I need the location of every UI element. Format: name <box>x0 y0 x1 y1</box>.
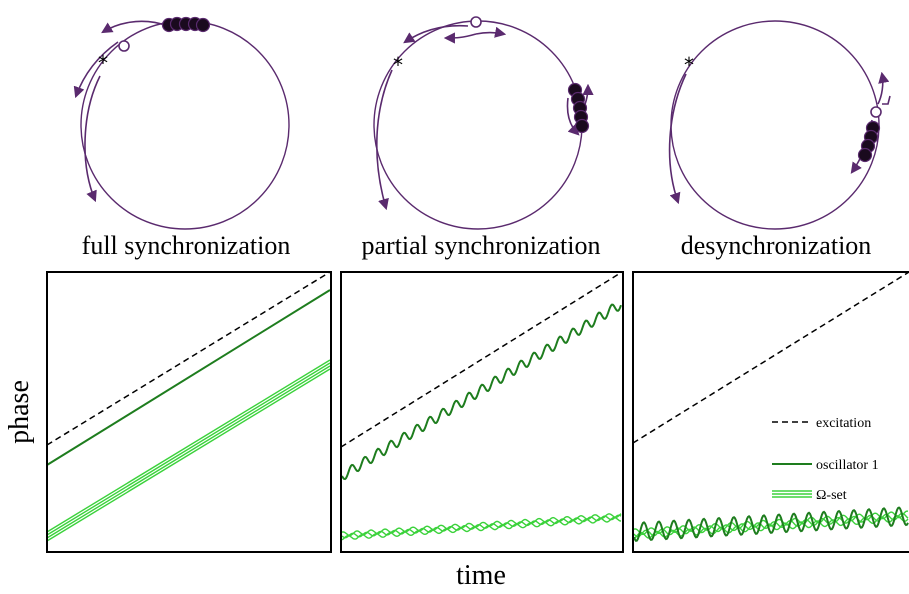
rotation-arrow <box>443 32 477 44</box>
plot-partial-sync <box>340 271 624 553</box>
x-axis-title: time <box>456 560 506 591</box>
phase-circle-partial-sync: * <box>373 16 594 230</box>
excitation-line <box>340 271 623 448</box>
legend-oscillator-label: oscillator 1 <box>816 458 879 473</box>
excitation-asterisk-icon: * <box>684 53 694 77</box>
plot-frame <box>340 271 624 553</box>
phase-ring <box>670 20 880 230</box>
ensemble-cluster <box>161 16 211 33</box>
rotation-arrow <box>376 69 393 211</box>
omega-set-line <box>46 362 331 536</box>
excitation-line <box>46 271 331 446</box>
omega-set-band <box>46 359 331 542</box>
rotation-arrow <box>475 26 507 38</box>
legend: excitation oscillator 1 Ω-set <box>772 416 879 503</box>
oscillator-1-line <box>341 303 622 481</box>
ensemble-cluster <box>857 120 881 163</box>
plot-desync: excitation oscillator 1 Ω-set <box>632 271 909 553</box>
legend-omega-label: Ω-set <box>816 488 847 503</box>
rotation-arrow <box>882 95 891 105</box>
plot-full-sync <box>46 271 332 553</box>
excitation-line <box>632 271 909 444</box>
ensemble-cluster <box>567 82 590 134</box>
omega-set-line <box>633 512 909 538</box>
omega-set-line <box>633 514 909 540</box>
phase-ring <box>373 20 583 230</box>
excitation-asterisk-icon: * <box>393 53 403 77</box>
rotation-arrow <box>101 20 169 34</box>
caption-full-sync: full synchronization <box>82 231 291 260</box>
rotation-arrow <box>403 24 469 44</box>
rotation-arrow <box>877 71 890 105</box>
rotation-arrow <box>668 73 687 205</box>
rotation-arrow <box>84 75 101 203</box>
omega-set-line <box>46 359 331 533</box>
rotation-arrow <box>73 41 119 99</box>
oscillator-1-marker <box>870 106 882 118</box>
oscillator-1-marker <box>118 40 130 52</box>
plot-frame <box>632 271 909 553</box>
caption-desync: desynchronization <box>681 231 872 260</box>
omega-set-line <box>341 513 622 537</box>
phase-circle-desync: * <box>668 20 891 230</box>
legend-excitation-label: excitation <box>816 416 871 431</box>
ensemble-oscillator <box>574 118 590 134</box>
phase-circle-full-sync: * <box>73 16 290 230</box>
omega-set-line <box>341 514 622 539</box>
omega-set-line <box>46 368 331 542</box>
omega-set-line <box>341 516 622 541</box>
caption-partial-sync: partial synchronization <box>362 231 601 260</box>
ensemble-oscillator <box>857 147 873 163</box>
plot-frame <box>46 271 332 553</box>
oscillator-1-line <box>633 506 909 542</box>
ensemble-oscillator <box>195 17 211 33</box>
oscillator-1-marker <box>470 16 482 28</box>
omega-set-band <box>341 513 622 541</box>
phase-ring <box>80 20 290 230</box>
y-axis-title: phase <box>4 380 35 444</box>
oscillator-1-line <box>46 289 331 466</box>
excitation-asterisk-icon: * <box>98 51 108 75</box>
omega-set-line <box>46 365 331 539</box>
rotation-arrow <box>566 97 580 136</box>
